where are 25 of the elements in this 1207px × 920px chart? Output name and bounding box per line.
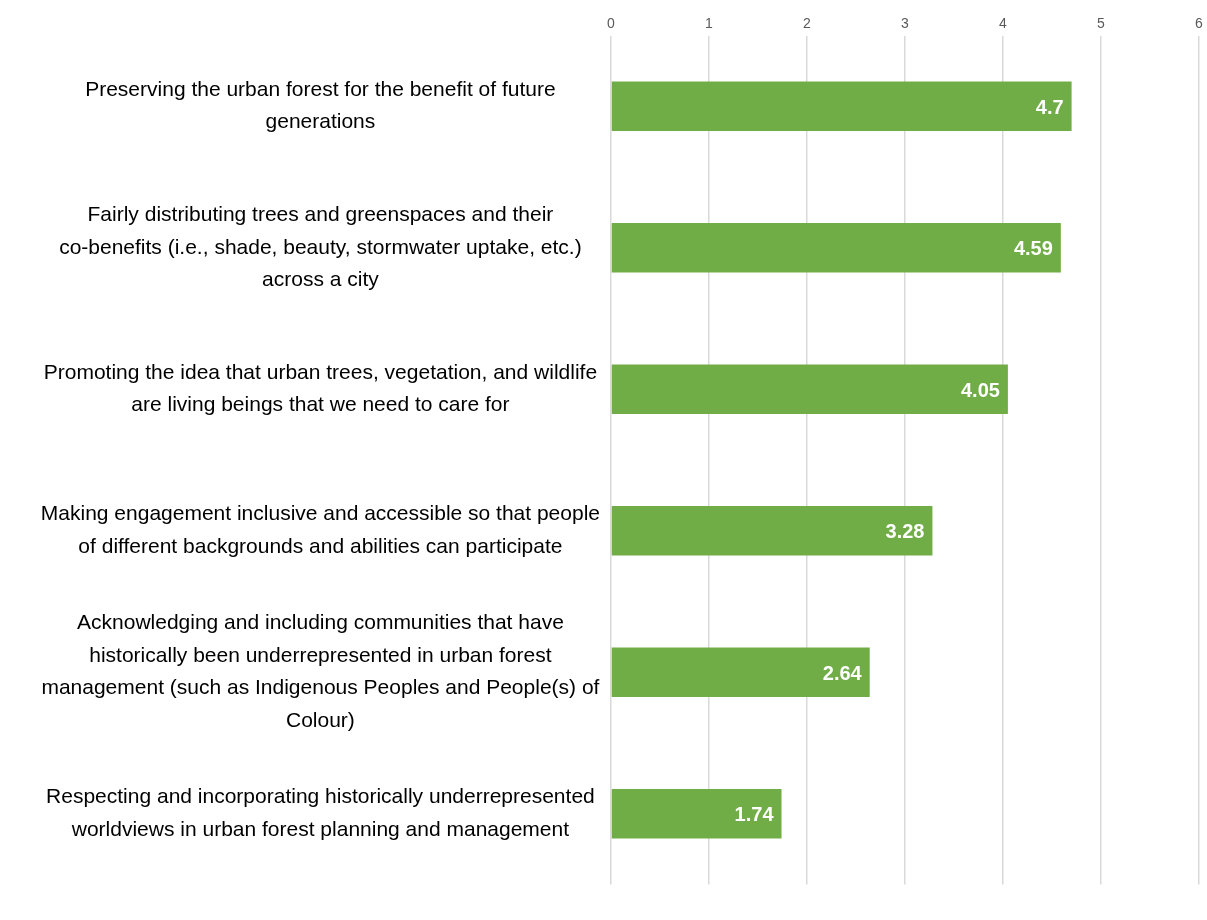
x-tick-label: 4 — [999, 15, 1008, 32]
x-tick-label: 2 — [803, 15, 812, 32]
data-label: 1.74 — [734, 803, 775, 826]
y-tick-label: Making engagement inclusive and accessible so that people of different backgrounds and abilities can participate — [40, 501, 600, 557]
bar — [611, 364, 1008, 415]
data-label: 4.59 — [1013, 237, 1053, 260]
y-tick-label: Respecting and incorporating historically underrepresented worldviews in urban forest planning and management — [46, 784, 595, 840]
y-tick-label: Fairly distributing trees and greenspaces and their co-benefits (i.e., shade, beauty, stormwater uptake, etc.) across a city — [59, 202, 582, 291]
bar — [611, 647, 870, 697]
x-tick-label: 5 — [1097, 15, 1106, 32]
y-tick-label: Promoting the idea that urban trees, vegetation, and wildlife are living beings that we need to care for — [43, 359, 598, 416]
x-tick-label: 3 — [901, 15, 910, 32]
bar — [611, 505, 933, 556]
y-tick-label: Acknowledging and including communities that have historically been underrepresented in urban forest management (such as Indigenous Peoples and People(s) of Colour) — [41, 610, 600, 731]
data-label: 2.64 — [822, 661, 863, 684]
x-tick-label: 6 — [1195, 15, 1204, 32]
bar — [611, 81, 1072, 132]
x-tick-label: 1 — [705, 15, 714, 32]
data-label: 4.7 — [1035, 95, 1064, 118]
bar — [611, 223, 1061, 273]
data-label: 4.05 — [960, 378, 1000, 401]
y-tick-label: Preserving the urban forest for the benefit of future generations — [85, 76, 556, 133]
x-tick-label: 0 — [607, 15, 616, 32]
data-label: 3.28 — [885, 520, 925, 543]
bar — [611, 788, 782, 839]
